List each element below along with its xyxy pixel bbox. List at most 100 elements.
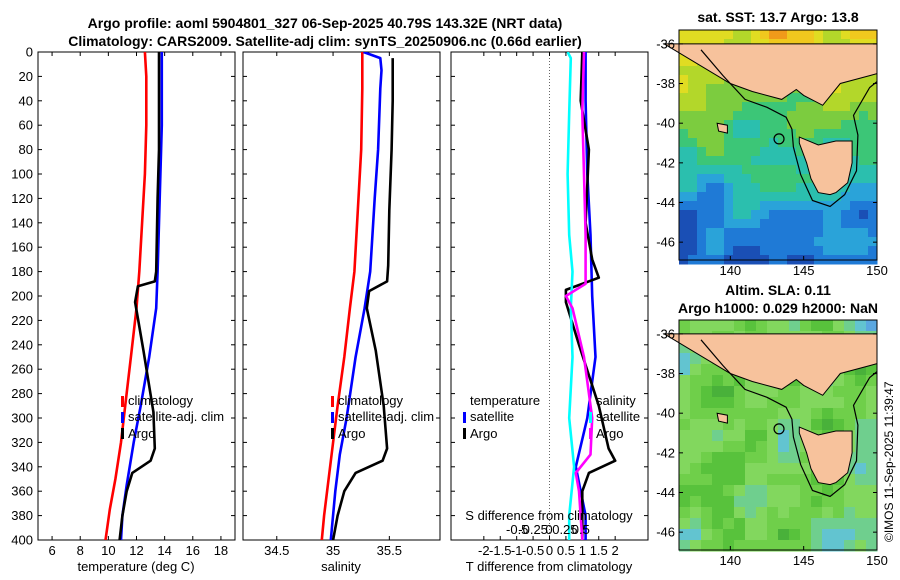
map-raster-cell [756,397,768,409]
map-raster-cell [734,320,746,332]
map-raster-cell [769,102,779,112]
map-raster-cell [778,419,790,431]
map-raster-cell [814,201,824,211]
map-raster-cell [679,30,689,40]
map-raster-cell [822,419,834,431]
map-raster-cell [833,540,845,552]
lat-tick-label: -38 [656,366,675,381]
map-raster-cell [712,518,724,530]
map-raster-cell [706,30,716,40]
map-raster-cell [778,183,788,193]
map-raster-cell [850,111,860,121]
copyright-label: ©IMOS 11-Sep-2025 11:39:47 [882,381,896,542]
map-raster-cell [800,463,812,475]
map-raster-cell [733,219,743,229]
map-raster-cell [733,165,743,175]
map-raster-cell [760,210,770,220]
depth-tick-label: 160 [11,240,33,255]
map-raster-cell [706,120,716,130]
map-raster-cell [742,237,752,247]
sst-map-title: sat. SST: 13.7 Argo: 13.8 [697,9,859,25]
map-raster-cell [742,174,752,184]
difference-panel: -2 -1.5 -1 -0.5 0 0.5 1 1.5 2 S difference from … [450,51,649,574]
map-raster-cell [787,228,797,238]
map-raster-cell [742,111,752,121]
map-raster-cell [805,111,815,121]
map-raster-cell [778,219,788,229]
map-raster-cell [855,496,867,508]
map-raster-cell [859,165,869,175]
lon-tick-label: 145 [793,553,815,568]
map-raster-cell [796,111,806,121]
map-raster-cell [769,120,779,130]
depth-tick-label: 20 [19,69,33,84]
map-raster-cell [734,419,746,431]
map-raster-cell [734,430,746,442]
map-raster-cell [868,75,878,85]
map-raster-cell [868,192,878,202]
map-raster-cell [712,529,724,541]
map-raster-cell [789,320,801,332]
map-raster-cell [688,102,698,112]
map-raster-cell [778,397,790,409]
map-raster-cell [706,201,716,211]
map-raster-cell [756,419,768,431]
map-raster-cell [679,507,691,519]
x-tick-label: 35 [326,543,340,558]
map-raster-cell [822,386,834,398]
map-raster-cell [855,529,867,541]
map-raster-cell [723,529,735,541]
map-raster-cell [822,518,834,530]
map-raster-cell [679,441,691,453]
map-raster-cell [841,201,851,211]
map-raster-cell [742,228,752,238]
depth-ticks-difference [451,51,648,541]
map-raster-cell [688,75,698,85]
legend-swatch-satellite-adj-s [331,412,334,423]
map-raster-cell [697,156,707,166]
legend-label-s-argo: Argo [596,426,623,441]
map-raster-cell [789,430,801,442]
map-raster-cell [688,174,698,184]
map-raster-cell [679,452,691,464]
difference-legend-t: temperature satellite Argo [463,393,540,441]
map-raster-cell [688,93,698,103]
map-raster-cell [751,30,761,40]
map-raster-cell [855,441,867,453]
map-raster-cell [850,192,860,202]
map-raster-cell [767,529,779,541]
map-raster-cell [751,228,761,238]
map-raster-cell [679,485,691,497]
map-raster-cell [688,84,698,94]
x-tick-label: 1 [579,543,586,558]
x-tick-label: 12 [129,543,143,558]
map-raster-cell [796,192,806,202]
map-raster-cell [733,120,743,130]
map-raster-cell [841,210,851,220]
depth-tick-label: 80 [19,142,33,157]
map-raster-cell [733,111,743,121]
map-raster-cell [723,386,735,398]
map-raster-cell [866,364,878,376]
salinity-xlabel: salinity [321,559,361,574]
map-raster-cell [787,183,797,193]
map-raster-cell [833,529,845,541]
map-raster-cell [789,452,801,464]
map-raster-cell [787,102,797,112]
map-raster-cell [733,156,743,166]
legend-swatch-satellite-adj [121,412,124,423]
map-raster-cell [706,246,716,256]
map-raster-cell [679,375,691,387]
map-raster-cell [715,93,725,103]
map-raster-cell [868,111,878,121]
depth-tick-label: 360 [11,484,33,499]
map-raster-cell [723,408,735,420]
temperature-lines [104,52,164,540]
map-raster-cell [796,219,806,229]
map-raster-cell [756,496,768,508]
depth-tick-label: 220 [11,313,33,328]
lat-tick-label: -36 [656,36,675,51]
map-raster-cell [733,93,743,103]
map-raster-cell [715,228,725,238]
map-raster-cell [822,507,834,519]
